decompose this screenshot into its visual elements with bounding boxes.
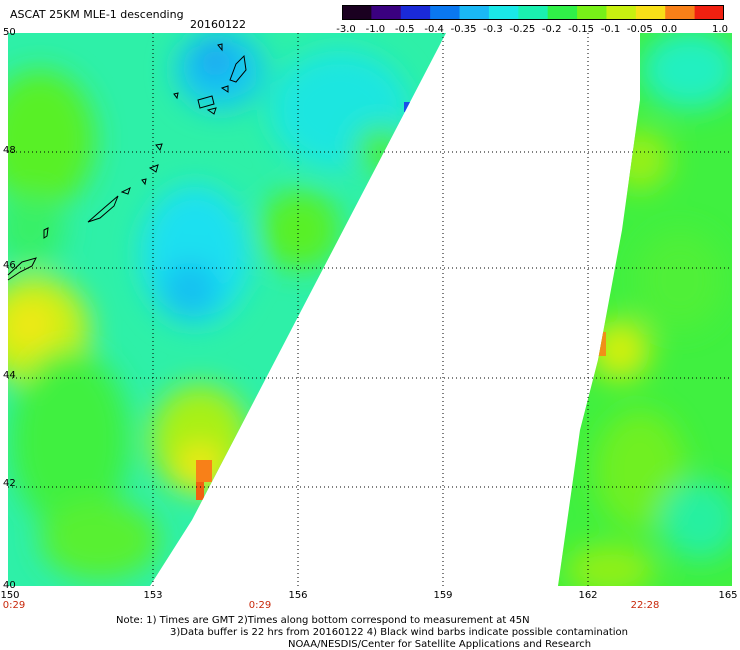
product-date: 20160122	[190, 18, 246, 31]
colorbar-frame	[342, 5, 724, 20]
right-swath	[558, 33, 732, 586]
colorbar-label: 0.0	[661, 24, 678, 35]
y-tick-label: 50	[3, 27, 16, 38]
note-line-1: Note: 1) Times are GMT 2)Times along bot…	[116, 615, 530, 626]
y-tick-label: 46	[3, 260, 16, 271]
y-tick-label: 40	[3, 580, 16, 591]
colorbar-label: -0.2	[541, 24, 562, 35]
note-line-2: 3)Data buffer is 22 hrs from 20160122 4)…	[170, 627, 628, 638]
y-tick-label: 42	[3, 478, 16, 489]
time-label: 0:29	[2, 600, 26, 611]
colorbar-swatch	[488, 5, 519, 20]
grid	[8, 33, 732, 586]
x-tick-label: 150	[0, 590, 20, 601]
colorbar-swatch	[371, 5, 402, 20]
colorbar-label: -0.35	[450, 24, 477, 35]
note-line-3: NOAA/NESDIS/Center for Satellite Applica…	[288, 639, 592, 650]
x-tick-label: 153	[143, 590, 163, 601]
time-label: 0:29	[248, 600, 272, 611]
coastlines	[7, 43, 247, 281]
time-label: 22:28	[630, 600, 660, 611]
colorbar-swatch	[459, 5, 490, 20]
colorbar-swatch	[342, 5, 372, 20]
colorbar-label: -0.3	[483, 24, 503, 35]
colorbar-label: -3.0	[336, 24, 356, 35]
colorbar-label: 1.0	[712, 24, 728, 35]
title: ASCAT 25KM MLE-1 descending 20160122	[10, 8, 246, 31]
colorbar-swatch	[430, 5, 461, 20]
colorbar-swatch	[518, 5, 549, 20]
colorbar-swatch	[635, 5, 666, 20]
colorbar-swatch	[400, 5, 431, 20]
colorbar	[342, 5, 724, 20]
colorbar-swatch	[577, 5, 607, 20]
colorbar-label: -0.25	[509, 24, 536, 35]
colorbar-label: -0.05	[626, 24, 653, 35]
colorbar-label: -1.0	[365, 24, 386, 35]
colorbar-swatch	[606, 5, 637, 20]
x-tick-label: 165	[718, 590, 738, 601]
y-tick-label: 44	[3, 370, 16, 381]
left-swath	[8, 33, 446, 586]
colorbar-swatch	[665, 5, 696, 20]
colorbar-swatch	[547, 5, 578, 20]
colorbar-label: -0.5	[395, 24, 415, 35]
colorbar-label: -0.4	[424, 24, 444, 35]
colorbar-label: -0.15	[568, 24, 594, 35]
x-tick-label: 156	[288, 590, 308, 601]
colorbar-label: -0.1	[600, 24, 621, 35]
x-tick-label: 162	[578, 590, 598, 601]
product-title: ASCAT 25KM MLE-1 descending	[10, 8, 184, 21]
y-tick-label: 48	[3, 145, 16, 156]
x-tick-label: 159	[433, 590, 453, 601]
colorbar-swatch	[694, 5, 724, 20]
